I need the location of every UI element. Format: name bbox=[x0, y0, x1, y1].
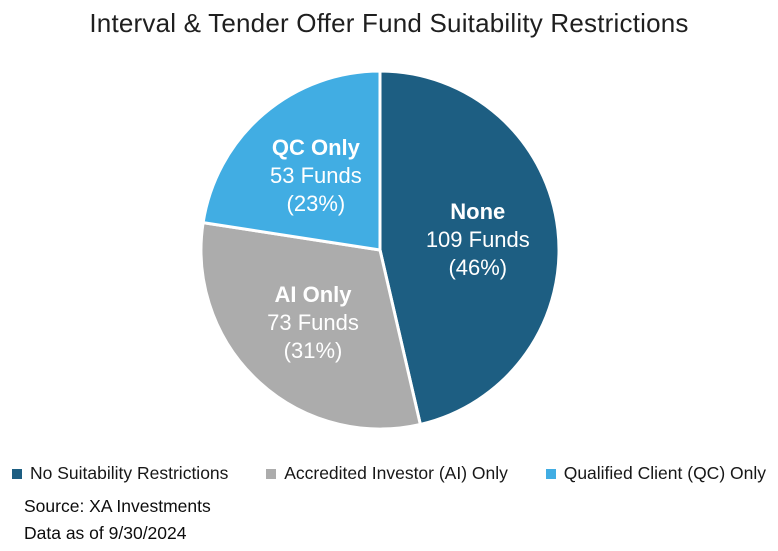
legend: No Suitability Restrictions Accredited I… bbox=[0, 458, 778, 488]
chart-title: Interval & Tender Offer Fund Suitability… bbox=[89, 8, 689, 38]
pie-slice-none bbox=[378, 69, 561, 426]
legend-marker-dark-blue-icon bbox=[12, 468, 22, 479]
legend-label: Qualified Client (QC) Only bbox=[563, 462, 766, 483]
pie-slice-ai-only bbox=[199, 221, 422, 431]
legend-marker-light-blue-icon bbox=[545, 468, 556, 479]
legend-item-none: No Suitability Restrictions bbox=[12, 463, 228, 484]
legend-item-qc-only: Qualified Client (QC) Only bbox=[545, 462, 766, 484]
legend-marker-gray-icon bbox=[266, 468, 277, 479]
data-as-of-line: Data as of 9/30/2024 bbox=[24, 523, 187, 543]
pie-slice-label-ai-only: AI Only 73 Funds (31%) bbox=[267, 282, 359, 363]
pie-slice-qc-only bbox=[201, 69, 382, 252]
pie-chart: None 109 Funds (46%) AI Only 73 Funds (31%) QC… bbox=[199, 69, 561, 431]
pie-slice-label-qc-only: QC Only 53 Funds (23%) bbox=[270, 135, 362, 216]
pie-slice-label-none: None 109 Funds (46%) bbox=[426, 199, 530, 280]
legend-label: Accredited Investor (AI) Only bbox=[284, 462, 508, 483]
legend-label: No Suitability Restrictions bbox=[30, 462, 229, 483]
source-line: Source: XA Investments bbox=[24, 496, 211, 516]
source-note: Source: XA Investments Data as of 9/30/2… bbox=[24, 493, 211, 547]
legend-item-ai-only: Accredited Investor (AI) Only bbox=[266, 463, 508, 484]
